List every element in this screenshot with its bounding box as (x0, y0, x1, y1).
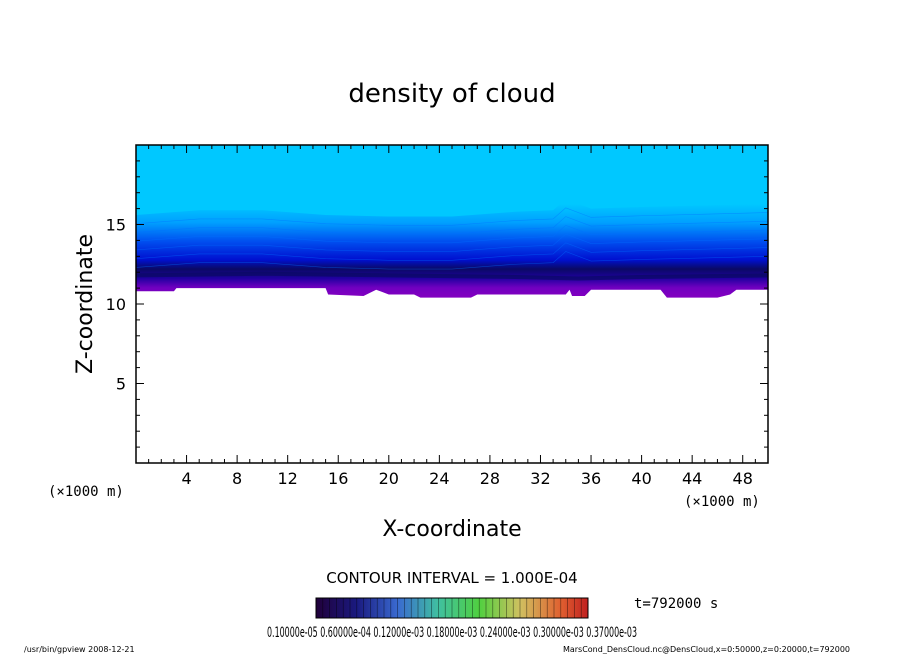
x-tick-label: 16 (328, 469, 348, 488)
contour-line (135, 207, 769, 226)
x-tick-label: 36 (581, 469, 601, 488)
axis-ticks (136, 145, 768, 463)
x-tick-label: 40 (631, 469, 651, 488)
contour-line (135, 233, 769, 252)
contour-line (135, 251, 769, 270)
y-tick-label: 10 (106, 295, 126, 314)
x-tick-label: 28 (480, 469, 500, 488)
upper-sky-band (136, 145, 768, 217)
time-label: t=792000 s (634, 596, 718, 612)
contour-field (135, 145, 769, 298)
contour-interval: CONTOUR INTERVAL = 1.000E-04 (326, 569, 577, 587)
y-tick-label: 15 (106, 216, 126, 235)
x-unit-right: (×1000 m) (684, 494, 760, 510)
y-tick-label: 5 (116, 375, 126, 394)
x-tick-label: 44 (682, 469, 702, 488)
x-tick-label: 24 (429, 469, 449, 488)
dense-core (135, 271, 769, 281)
chart-title: density of cloud (348, 79, 555, 109)
y-axis-label: Z-coordinate (73, 234, 98, 374)
footer-right: MarsCond_DensCloud.nc@DensCloud,x=0:5000… (563, 645, 850, 654)
x-tick-label: 4 (181, 469, 191, 488)
x-axis-label: X-coordinate (382, 517, 521, 542)
footer-left: /usr/bin/gpview 2008-12-21 (24, 645, 135, 654)
x-tick-label: 48 (733, 469, 753, 488)
colorbar-divisions (322, 598, 582, 618)
contour-line (135, 242, 769, 261)
x-tick-label: 8 (232, 469, 242, 488)
x-tick-label: 32 (530, 469, 550, 488)
x-tick-label: 20 (379, 469, 399, 488)
colorbar-labels: 0.10000e-05 0.60000e-04 0.12000e-03 0.18… (267, 625, 637, 641)
contour-line (135, 216, 769, 235)
x-tick-label: 12 (278, 469, 298, 488)
x-unit-left: (×1000 m) (48, 484, 124, 500)
contour-line (135, 224, 769, 244)
